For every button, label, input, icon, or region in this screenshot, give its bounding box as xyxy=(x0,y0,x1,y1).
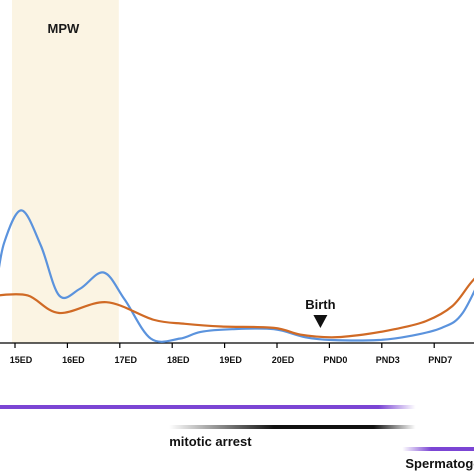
tick-label: PND7 xyxy=(428,355,452,365)
tick-label: PND3 xyxy=(376,355,400,365)
x-axis-tick-labels: 15ED 16ED 17ED 18ED 19ED 20ED PND0 PND3 PND7 xyxy=(10,355,452,365)
tick-label: 20ED xyxy=(272,355,295,365)
birth-marker-icon xyxy=(313,315,328,328)
tick-label: 15ED xyxy=(10,355,33,365)
tick-label: 18ED xyxy=(167,355,190,365)
phase-bar-1 xyxy=(0,405,416,409)
phase-label-3: Spermatogo xyxy=(405,456,474,471)
phase-bar-2 xyxy=(169,425,416,429)
x-axis-ticks xyxy=(14,343,435,348)
mpw-label: MPW xyxy=(48,21,81,36)
tick-label: 16ED xyxy=(62,355,85,365)
phase-bars: mitotic arrest Spermatogo xyxy=(0,405,474,471)
series-line-1 xyxy=(0,209,474,343)
tick-label: PND0 xyxy=(323,355,347,365)
series-layer xyxy=(0,209,474,343)
series-line-2 xyxy=(0,277,474,339)
tick-label: 19ED xyxy=(219,355,242,365)
mpw-shaded-region xyxy=(12,0,119,343)
phase-label-2: mitotic arrest xyxy=(169,434,252,449)
phase-bar-3 xyxy=(402,447,474,451)
tick-label: 17ED xyxy=(115,355,138,365)
birth-label: Birth xyxy=(305,297,335,312)
